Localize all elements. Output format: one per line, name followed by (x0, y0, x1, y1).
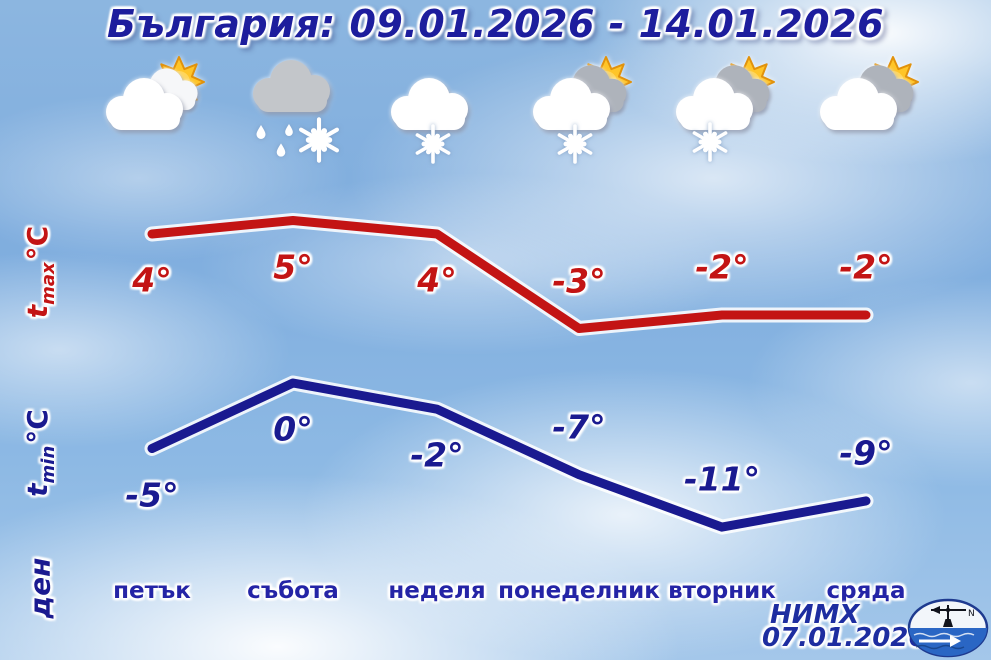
temp-value-tmin: -5° (125, 475, 179, 514)
day-label: неделя (388, 578, 486, 604)
tmax-subscript: max (37, 262, 59, 305)
day-label: понеделник (498, 578, 660, 604)
page-title: България: 09.01.2026 - 14.01.2026 (106, 2, 885, 46)
agency-name: НИМХ (770, 600, 860, 630)
temp-value-tmin: 0° (273, 409, 313, 449)
temp-value-tmax: 4° (132, 260, 172, 300)
tmax-unit: °C (21, 225, 55, 261)
temp-value-tmax: 5° (273, 247, 313, 286)
day-label: петък (113, 578, 191, 604)
tmin-unit: °C (21, 409, 55, 444)
tmin-axis-label: tmin°C (21, 409, 59, 497)
temp-value-tmax: -2° (839, 247, 893, 287)
tmax-symbol: t (21, 304, 55, 319)
issue-date: 07.01.2026 (762, 623, 927, 653)
day-label: събота (247, 578, 339, 604)
temp-value-tmin: -9° (839, 433, 893, 473)
temp-value-tmin: -11° (683, 459, 761, 499)
tmin-symbol: t (21, 483, 55, 497)
tmin-subscript: min (37, 445, 59, 484)
day-label: вторник (668, 578, 776, 604)
temp-value-tmin: -2° (410, 435, 464, 475)
day-axis-label: ден (23, 557, 57, 619)
temp-value-tmax: -3° (552, 261, 606, 300)
temp-value-tmax: -2° (695, 247, 749, 287)
temp-value-tmin: -7° (552, 407, 606, 447)
tmax-axis-label: tmax°C (21, 226, 59, 318)
footer: НИМХ 07.01.2026 (762, 600, 927, 653)
temp-value-tmax: 4° (417, 260, 457, 300)
day-label: сряда (826, 578, 906, 604)
